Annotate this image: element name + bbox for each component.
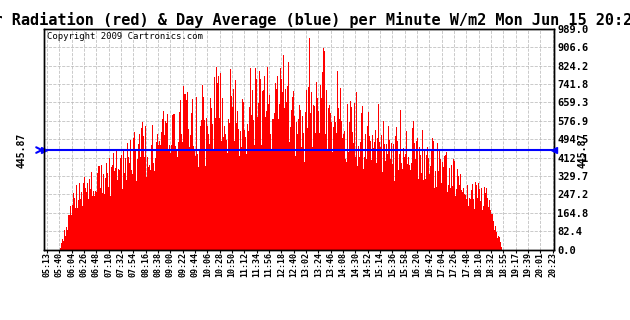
Text: 445.87: 445.87 <box>16 132 26 168</box>
Text: 445.87: 445.87 <box>578 132 587 168</box>
Title: Solar Radiation (red) & Day Average (blue) per Minute W/m2 Mon Jun 15 20:26: Solar Radiation (red) & Day Average (blu… <box>0 12 630 28</box>
Text: Copyright 2009 Cartronics.com: Copyright 2009 Cartronics.com <box>47 32 202 41</box>
